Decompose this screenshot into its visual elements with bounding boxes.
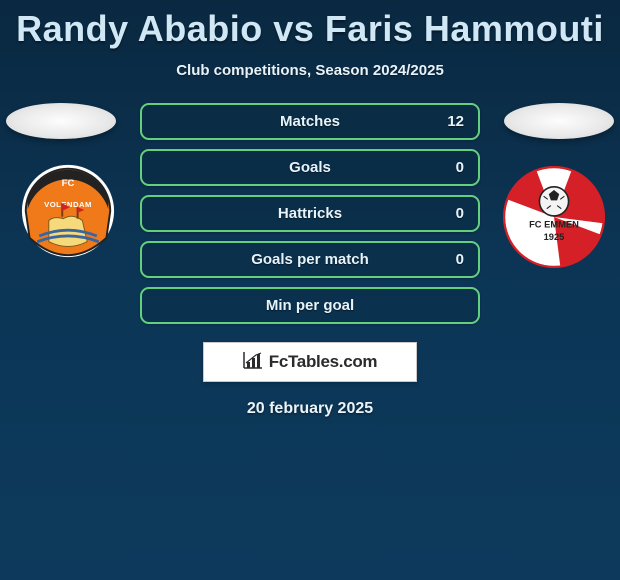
club-badge-left: FC VOLENDAM (20, 163, 116, 259)
stat-value: 0 (456, 205, 464, 222)
stat-row-matches: Matches 12 (140, 103, 480, 140)
stat-row-goals-per-match: Goals per match 0 (140, 241, 480, 278)
brand-watermark: FcTables.com (203, 342, 417, 382)
date-caption: 20 february 2025 (0, 400, 620, 418)
chart-icon (243, 351, 263, 374)
stat-value: 12 (447, 113, 464, 130)
player-photo-right (504, 103, 614, 139)
stat-row-goals: Goals 0 (140, 149, 480, 186)
stats-table: Matches 12 Goals 0 Hattricks 0 Goals per… (140, 103, 480, 324)
stat-row-min-per-goal: Min per goal (140, 287, 480, 324)
stat-value: 0 (456, 251, 464, 268)
stat-label: Matches (280, 113, 340, 130)
stat-label: Hattricks (278, 205, 342, 222)
svg-text:1925: 1925 (544, 232, 565, 242)
stat-label: Min per goal (266, 297, 354, 314)
svg-text:FC: FC (62, 178, 75, 189)
svg-text:FC EMMEN: FC EMMEN (529, 219, 579, 229)
page-title: Randy Ababio vs Faris Hammouti (0, 0, 620, 50)
player-photo-left (6, 103, 116, 139)
stat-row-hattricks: Hattricks 0 (140, 195, 480, 232)
brand-text: FcTables.com (269, 352, 378, 372)
stat-label: Goals per match (251, 251, 369, 268)
subtitle: Club competitions, Season 2024/2025 (0, 62, 620, 79)
stat-label: Goals (289, 159, 331, 176)
comparison-content: FC VOLENDAM FC EMMEN 1925 (0, 103, 620, 418)
stat-value: 0 (456, 159, 464, 176)
club-badge-right: FC EMMEN 1925 (502, 165, 606, 269)
